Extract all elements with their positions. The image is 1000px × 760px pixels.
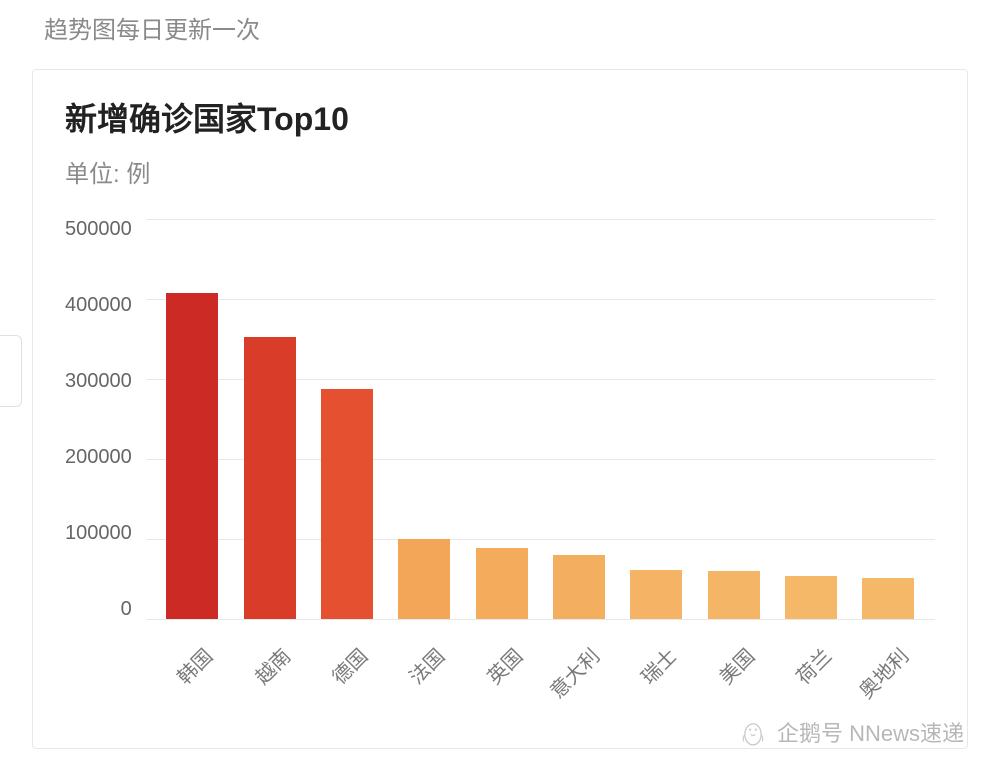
bar[interactable] <box>630 570 682 619</box>
bar[interactable] <box>476 548 528 619</box>
watermark: 企鹅号 NNews速递 <box>739 716 964 748</box>
y-axis-tick: 500000 <box>65 219 132 239</box>
left-edge-tab[interactable] <box>0 335 22 407</box>
chart-title: 新增确诊国家Top10 <box>65 94 935 140</box>
bar[interactable] <box>862 578 914 619</box>
grid-line <box>146 619 935 620</box>
penguin-icon <box>739 718 767 746</box>
bar[interactable] <box>708 571 760 619</box>
bar-slot <box>231 219 308 619</box>
bar-slot <box>154 219 231 619</box>
watermark-text: 企鹅号 NNews速递 <box>777 716 964 748</box>
bar[interactable] <box>244 337 296 619</box>
bar[interactable] <box>166 293 218 619</box>
chart-card: 新增确诊国家Top10 单位: 例 500000 400000 300000 2000… <box>32 69 968 749</box>
update-note: 趋势图每日更新一次 <box>0 0 1000 45</box>
bar-slot <box>386 219 463 619</box>
bar-slot <box>540 219 617 619</box>
bar[interactable] <box>321 389 373 619</box>
bar-slot <box>463 219 540 619</box>
bar[interactable] <box>785 576 837 619</box>
y-axis-tick: 400000 <box>65 295 132 315</box>
plot-area: 韩国越南德国法国英国意大利瑞士美国荷兰奥地利 <box>146 219 935 619</box>
chart-area: 500000 400000 300000 200000 100000 0 韩国越南德国法国… <box>65 219 935 679</box>
bars-container <box>146 219 935 619</box>
y-axis-tick: 300000 <box>65 371 132 391</box>
y-axis: 500000 400000 300000 200000 100000 0 <box>65 219 146 619</box>
bar-slot <box>308 219 385 619</box>
bar-slot <box>772 219 849 619</box>
bar-slot <box>850 219 927 619</box>
y-axis-tick: 200000 <box>65 447 132 467</box>
bar[interactable] <box>553 555 605 619</box>
bar-slot <box>695 219 772 619</box>
bar-slot <box>618 219 695 619</box>
bar[interactable] <box>398 539 450 619</box>
y-axis-tick: 0 <box>121 599 132 619</box>
chart-unit-label: 单位: 例 <box>65 154 935 189</box>
y-axis-tick: 100000 <box>65 523 132 543</box>
